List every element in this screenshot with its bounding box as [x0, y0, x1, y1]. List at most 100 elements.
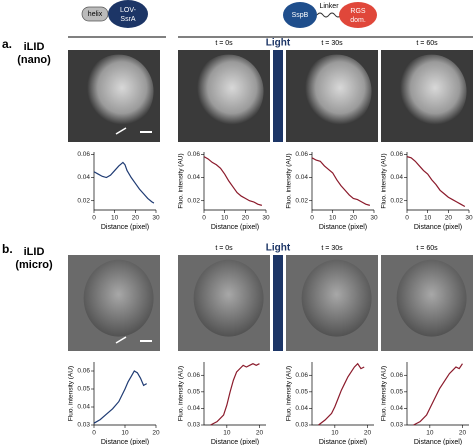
time-label: t = 30s — [321, 40, 343, 47]
x-tick-label: 10 — [221, 215, 229, 222]
time-label: t = 0s — [215, 40, 233, 47]
y-tick-label: 0.05 — [77, 386, 90, 393]
panel-letter: a. — [2, 37, 12, 51]
x-tick-label: 10 — [223, 430, 231, 437]
x-tick-label: 20 — [152, 430, 160, 437]
y-tick-label: 0.03 — [390, 422, 403, 429]
x-tick-label: 10 — [329, 215, 337, 222]
data-line — [311, 157, 371, 206]
y-axis-label: Fluo. intensity (AU) — [178, 366, 185, 421]
x-tick-label: 0 — [202, 215, 206, 222]
x-axis-label: Distance (pixel) — [211, 224, 259, 231]
x-tick-label: 20 — [459, 430, 467, 437]
x-tick-label: 10 — [121, 430, 129, 437]
axes — [311, 362, 374, 426]
panel-letter: b. — [2, 242, 13, 256]
light-bar — [273, 50, 283, 142]
data-line — [413, 363, 463, 426]
x-axis-label: Distance (pixel) — [414, 439, 462, 445]
y-axis-label: Fluo. intensity (AU) — [286, 366, 293, 421]
data-line — [203, 156, 263, 206]
x-axis-label: Distance (pixel) — [211, 439, 259, 445]
y-axis-label: Fluo. intensity (AU) — [381, 366, 388, 421]
x-tick-label: 20 — [256, 430, 264, 437]
y-tick-label: 0.05 — [187, 389, 200, 396]
y-tick-label: 0.04 — [295, 174, 308, 181]
arrow — [115, 127, 127, 135]
y-tick-label: 0.04 — [77, 404, 90, 411]
y-tick-label: 0.02 — [295, 197, 308, 204]
y-tick-label: 0.04 — [77, 174, 90, 181]
y-tick-label: 0.03 — [77, 422, 90, 429]
light-bar — [273, 255, 283, 351]
cell — [301, 54, 372, 129]
y-tick-label: 0.04 — [390, 405, 403, 412]
x-tick-label: 0 — [92, 430, 96, 437]
y-tick-label: 0.03 — [295, 422, 308, 429]
axes — [311, 152, 374, 211]
y-tick-label: 0.03 — [187, 422, 200, 429]
y-tick-label: 0.06 — [390, 372, 403, 379]
light-label: Light — [266, 38, 291, 49]
construct-label: Linker — [319, 3, 339, 10]
y-tick-label: 0.04 — [295, 405, 308, 412]
panel-name: iLID — [24, 246, 45, 258]
panel-sub: (nano) — [17, 54, 51, 66]
y-tick-label: 0.06 — [390, 151, 403, 158]
cell — [193, 54, 264, 129]
axes — [203, 152, 266, 211]
x-tick-label: 20 — [445, 215, 453, 222]
lov-shape — [108, 0, 148, 28]
cell — [83, 259, 154, 337]
y-tick-label: 0.06 — [77, 368, 90, 375]
x-tick-label: 30 — [262, 215, 270, 222]
x-tick-label: 10 — [424, 215, 432, 222]
x-tick-label: 30 — [370, 215, 378, 222]
x-axis-label: Distance (pixel) — [319, 439, 367, 445]
x-tick-label: 10 — [111, 215, 119, 222]
y-tick-label: 0.02 — [77, 197, 90, 204]
rgs-shape — [339, 2, 377, 28]
data-line — [93, 161, 155, 204]
x-tick-label: 0 — [92, 215, 96, 222]
cell — [83, 54, 154, 129]
x-tick-label: 10 — [331, 430, 339, 437]
x-axis-label: Distance (pixel) — [319, 224, 367, 231]
panel-name: iLID — [24, 41, 45, 53]
y-tick-label: 0.05 — [295, 389, 308, 396]
panel-sub: (micro) — [15, 259, 53, 271]
x-tick-label: 0 — [405, 215, 409, 222]
y-axis-label: Fluo. intensity (AU) — [286, 153, 293, 208]
construct-label: LOV- — [120, 7, 137, 14]
data-line — [406, 156, 466, 208]
x-tick-label: 10 — [426, 430, 434, 437]
y-tick-label: 0.06 — [187, 151, 200, 158]
x-tick-label: 20 — [132, 215, 140, 222]
construct-label: RGS — [350, 8, 366, 15]
axes — [93, 152, 156, 211]
cell — [396, 54, 467, 129]
axes — [406, 152, 469, 211]
cell — [301, 259, 372, 337]
light-label: Light — [266, 243, 291, 254]
x-tick-label: 20 — [242, 215, 250, 222]
y-tick-label: 0.04 — [187, 405, 200, 412]
y-tick-label: 0.02 — [187, 197, 200, 204]
x-tick-label: 20 — [350, 215, 358, 222]
x-tick-label: 0 — [310, 215, 314, 222]
construct-label: SsrA — [120, 16, 136, 23]
y-tick-label: 0.04 — [187, 174, 200, 181]
constructs: helix LOV- SsrA SspB Linker RGS dom. — [68, 0, 473, 38]
y-tick-label: 0.06 — [295, 151, 308, 158]
y-tick-label: 0.06 — [77, 151, 90, 158]
time-label: t = 30s — [321, 245, 343, 252]
y-axis-label: Fluo. intensity (AU) — [68, 366, 75, 421]
x-tick-label: 30 — [465, 215, 473, 222]
axes — [203, 362, 266, 426]
y-tick-label: 0.04 — [390, 174, 403, 181]
y-axis-label: Fluo. intensity (AU) — [178, 153, 185, 208]
time-label: t = 60s — [416, 245, 438, 252]
y-tick-label: 0.02 — [390, 197, 403, 204]
x-tick-label: 20 — [364, 430, 372, 437]
